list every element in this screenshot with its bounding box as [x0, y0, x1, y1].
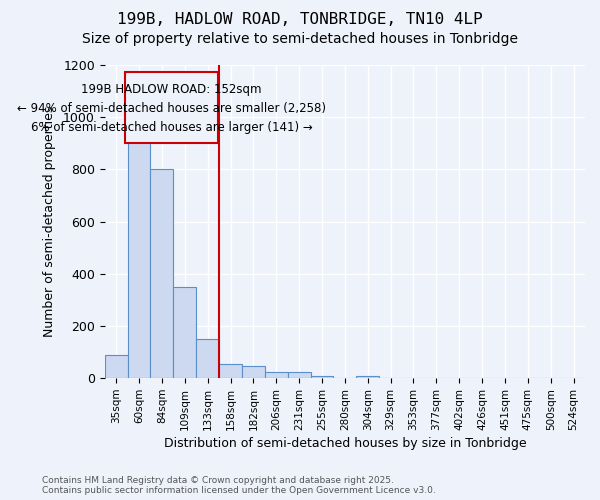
- Bar: [242, 366, 265, 378]
- Bar: [173, 287, 196, 378]
- Bar: [151, 170, 173, 378]
- FancyBboxPatch shape: [125, 72, 218, 144]
- Text: Size of property relative to semi-detached houses in Tonbridge: Size of property relative to semi-detach…: [82, 32, 518, 46]
- Text: 199B, HADLOW ROAD, TONBRIDGE, TN10 4LP: 199B, HADLOW ROAD, TONBRIDGE, TN10 4LP: [117, 12, 483, 28]
- Bar: [356, 376, 379, 378]
- Text: 199B HADLOW ROAD: 152sqm: 199B HADLOW ROAD: 152sqm: [82, 83, 262, 96]
- Text: 6% of semi-detached houses are larger (141) →: 6% of semi-detached houses are larger (1…: [31, 121, 313, 134]
- Text: ← 94% of semi-detached houses are smaller (2,258): ← 94% of semi-detached houses are smalle…: [17, 102, 326, 116]
- Text: Contains HM Land Registry data © Crown copyright and database right 2025.
Contai: Contains HM Land Registry data © Crown c…: [42, 476, 436, 495]
- Bar: [128, 138, 151, 378]
- Bar: [105, 354, 128, 378]
- Bar: [311, 376, 334, 378]
- Bar: [196, 339, 219, 378]
- Bar: [265, 372, 287, 378]
- Bar: [219, 364, 242, 378]
- X-axis label: Distribution of semi-detached houses by size in Tonbridge: Distribution of semi-detached houses by …: [164, 437, 526, 450]
- Y-axis label: Number of semi-detached properties: Number of semi-detached properties: [43, 106, 56, 338]
- Bar: [287, 372, 311, 378]
